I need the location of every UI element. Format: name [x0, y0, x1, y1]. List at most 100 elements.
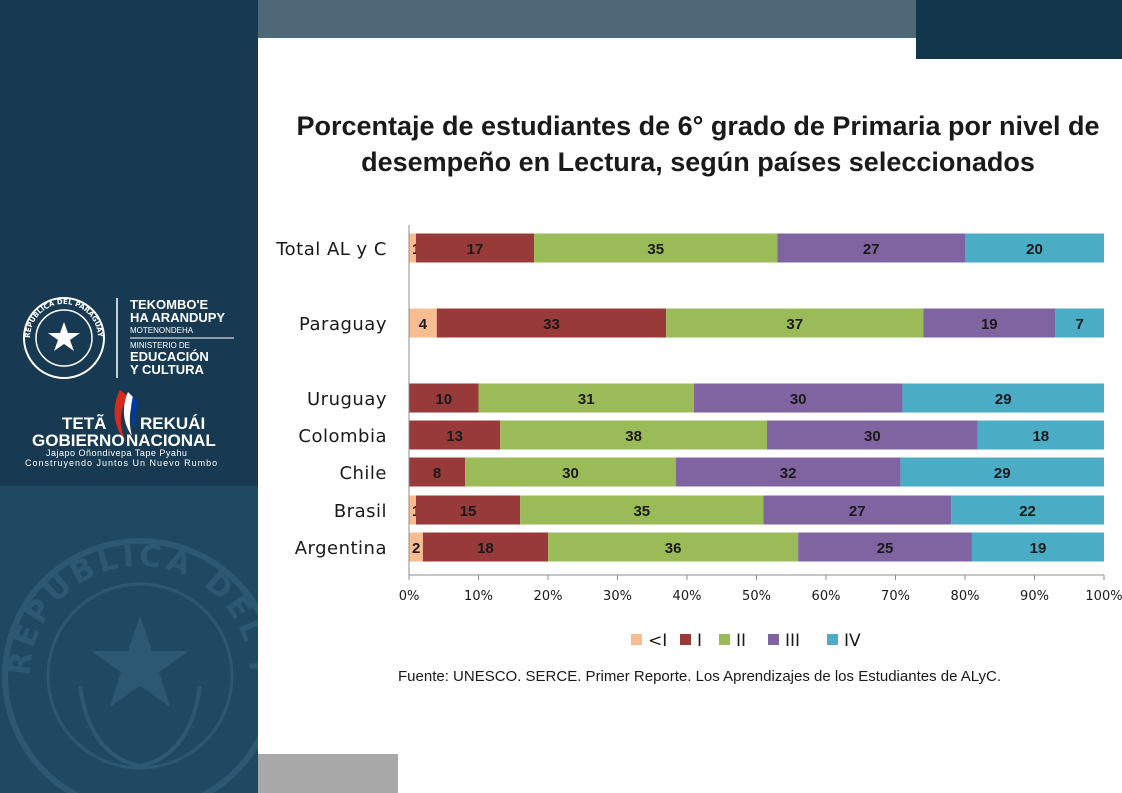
- x-tick-label: 70%: [881, 589, 910, 604]
- bar-segment: [666, 308, 924, 338]
- ministry-seal-icon: REPUBLICA DEL PARAGUAY: [23, 297, 105, 379]
- bar-segment: [965, 233, 1104, 263]
- bar-segment: [436, 308, 667, 338]
- data-label: 8: [433, 465, 441, 482]
- bar-segment: [409, 383, 479, 413]
- data-label: 37: [786, 316, 803, 333]
- bar-segment: [675, 457, 901, 487]
- data-label: 19: [1030, 540, 1047, 557]
- category-label: Paraguay: [299, 314, 387, 335]
- bar-segment: [777, 233, 965, 263]
- bar-segment: [520, 495, 764, 525]
- data-label: 30: [790, 391, 807, 408]
- data-label: 18: [477, 540, 494, 557]
- data-label: 13: [446, 428, 463, 445]
- x-tick-label: 40%: [673, 589, 702, 604]
- x-tick-label: 60%: [812, 589, 841, 604]
- bar-segment: [465, 457, 676, 487]
- x-tick-label: 100%: [1085, 589, 1122, 604]
- logo-group: REPUBLICA DEL PARAGUAY TEKOMBO'E HA ARAN…: [23, 297, 234, 468]
- bar-segment: [902, 383, 1104, 413]
- gov-line1a: TETÃ: [62, 413, 106, 433]
- data-label: 27: [849, 503, 866, 520]
- data-label: 29: [994, 465, 1011, 482]
- category-label: Brasil: [334, 501, 387, 522]
- bar-segment: [900, 457, 1104, 487]
- data-label: 35: [647, 241, 664, 258]
- bar-segment: [977, 420, 1104, 450]
- bar-segment: [923, 308, 1056, 338]
- top-bar: [258, 0, 916, 38]
- source-note: Fuente: UNESCO. SERCE. Primer Reporte. L…: [398, 668, 1002, 685]
- data-label: 19: [981, 316, 998, 333]
- data-label: 30: [864, 428, 881, 445]
- gov-line2b: NACIONAL: [126, 431, 216, 450]
- bar-segment: [500, 420, 768, 450]
- data-label: 35: [633, 503, 650, 520]
- gov-tagline2: Construyendo Juntos Un Nuevo Rumbo: [25, 458, 218, 468]
- ministry-line1: TEKOMBO'E: [130, 297, 209, 312]
- legend-label: I: [697, 631, 702, 651]
- x-tick-label: 30%: [603, 589, 632, 604]
- bar-segment: [767, 420, 978, 450]
- category-label: Uruguay: [307, 389, 387, 410]
- data-label: 17: [467, 241, 484, 258]
- legend-swatch: [680, 634, 691, 645]
- data-label: 18: [1032, 428, 1049, 445]
- legend-label: IV: [844, 631, 861, 651]
- ministry-line3: MOTENONDEHA: [130, 326, 194, 335]
- data-label: 25: [877, 540, 894, 557]
- legend-swatch: [768, 634, 779, 645]
- bar-segment: [409, 532, 423, 562]
- x-tick-label: 10%: [464, 589, 493, 604]
- bar-segment: [693, 383, 903, 413]
- x-tick-label: 20%: [534, 589, 563, 604]
- bar-segment: [415, 233, 535, 263]
- category-label: Chile: [339, 463, 387, 484]
- bar-segment: [409, 457, 466, 487]
- top-right-block: [916, 0, 1122, 59]
- data-label: 33: [543, 316, 560, 333]
- gov-line2a: GOBIERNO: [32, 431, 125, 450]
- bar-segment: [763, 495, 952, 525]
- bar-segment: [534, 233, 778, 263]
- data-label: 38: [625, 428, 642, 445]
- x-tick-label: 90%: [1020, 589, 1049, 604]
- data-label: 7: [1076, 316, 1084, 333]
- legend-swatch: [827, 634, 838, 645]
- x-tick-label: 0%: [399, 589, 420, 604]
- bar-segment: [409, 308, 437, 338]
- data-label: 32: [780, 465, 797, 482]
- sidebar: REPUBLICA DEL PARAGUAY REPUBLICA DEL PAR…: [0, 0, 258, 793]
- data-label: 36: [665, 540, 682, 557]
- ministry-line5: EDUCACIÓN: [130, 349, 209, 364]
- category-label: Argentina: [295, 538, 387, 559]
- data-label: 29: [995, 391, 1012, 408]
- ministry-line6: Y CULTURA: [130, 362, 205, 377]
- data-label: 30: [562, 465, 579, 482]
- data-label: 2: [412, 540, 420, 557]
- sidebar-watermark-area: REPUBLICA DEL PARAGUAY: [0, 459, 258, 793]
- ministry-line2: HA ARANDUPY: [130, 310, 225, 325]
- legend-label: II: [736, 631, 746, 651]
- data-label: 20: [1026, 241, 1043, 258]
- legend-label: III: [785, 631, 800, 651]
- watermark-seal: REPUBLICA DEL PARAGUAY: [0, 459, 258, 793]
- data-label: 10: [435, 391, 452, 408]
- data-label: 22: [1019, 503, 1036, 520]
- bar-segment: [971, 532, 1104, 562]
- bar-segment: [409, 233, 416, 263]
- bar-segment: [798, 532, 972, 562]
- stacked-bar-chart: 117352720Total AL y C43337197Paraguay010…: [275, 225, 1122, 651]
- ministry-line4: MINISTERIO DE: [130, 341, 190, 350]
- legend-swatch: [719, 634, 730, 645]
- bar-segment: [478, 383, 694, 413]
- gov-line1b: REKUÁI: [140, 414, 205, 433]
- data-label: 31: [578, 391, 595, 408]
- data-label: 27: [863, 241, 880, 258]
- x-tick-label: 50%: [742, 589, 771, 604]
- data-label: 15: [460, 503, 477, 520]
- flag-icon: [114, 390, 138, 442]
- bar-segment: [415, 495, 521, 525]
- bottom-gray-block: [258, 754, 398, 793]
